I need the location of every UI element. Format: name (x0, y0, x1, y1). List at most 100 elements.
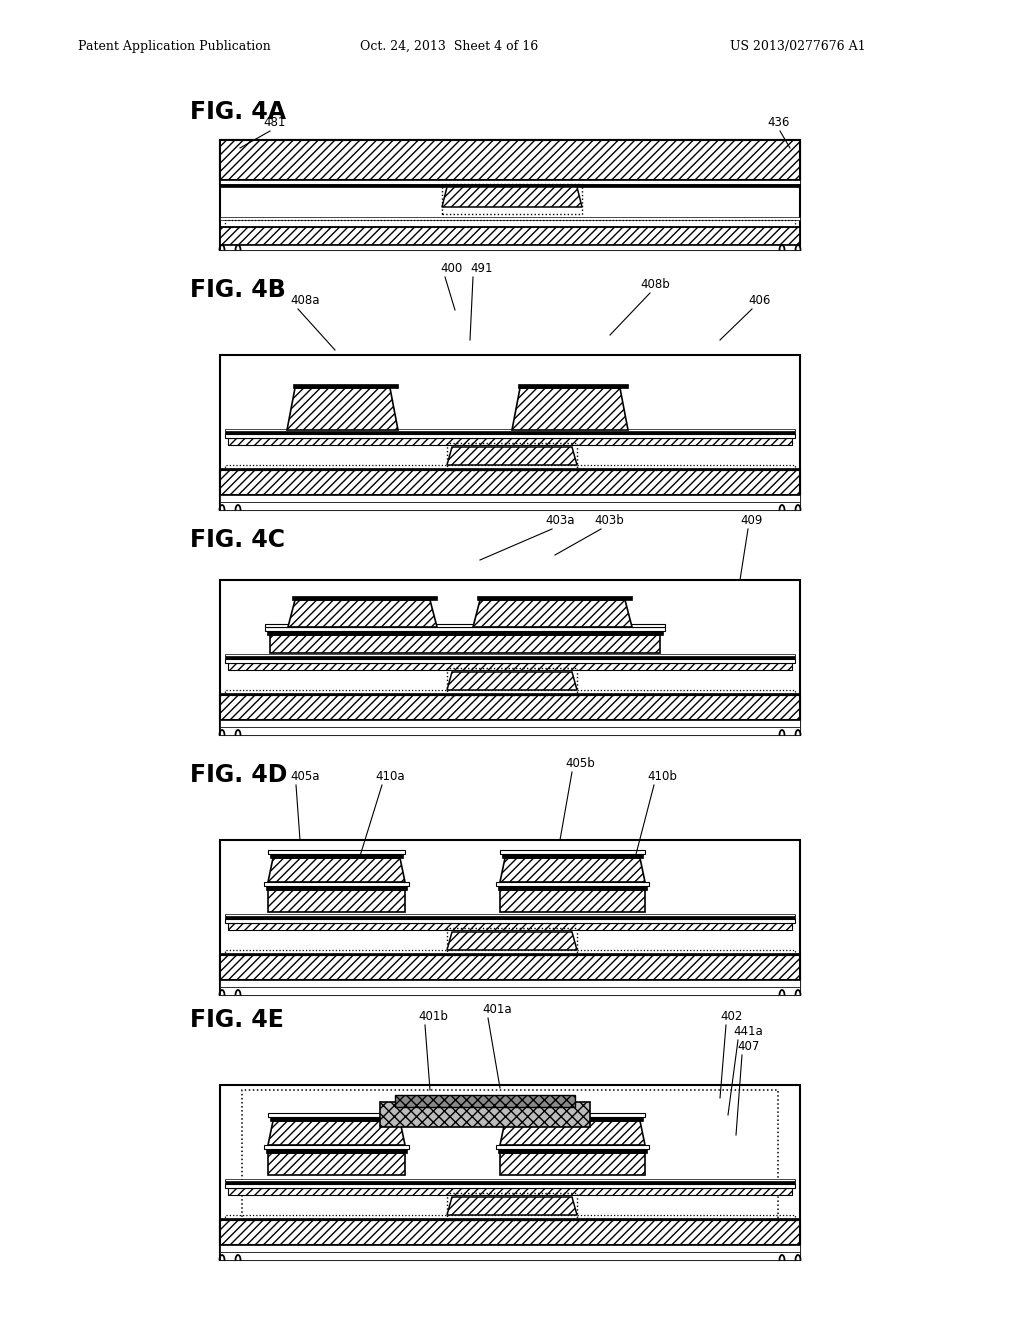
Bar (220, 840, 800, 995)
Bar (264, 882, 409, 886)
Text: 401a: 401a (482, 1003, 512, 1016)
Text: 408a: 408a (290, 294, 319, 308)
Bar (225, 950, 795, 954)
Text: 405a: 405a (290, 770, 319, 783)
Bar (220, 1220, 800, 1245)
Bar (220, 1218, 800, 1220)
Text: 402: 402 (720, 1010, 742, 1023)
Bar (225, 655, 795, 659)
Polygon shape (442, 187, 582, 207)
Bar (502, 854, 643, 858)
Polygon shape (288, 601, 437, 627)
Bar (264, 1144, 409, 1148)
Bar (225, 434, 795, 438)
Bar (270, 635, 660, 653)
Bar (225, 1214, 795, 1220)
Bar (447, 928, 577, 954)
Bar (442, 183, 582, 214)
Bar (447, 1193, 577, 1220)
Bar (225, 913, 795, 916)
Bar (242, 1090, 778, 1253)
Polygon shape (500, 858, 645, 882)
Bar (265, 624, 665, 627)
Bar (447, 668, 577, 696)
Bar (228, 1188, 792, 1195)
Bar (220, 727, 800, 735)
Polygon shape (287, 388, 398, 430)
Polygon shape (268, 858, 406, 882)
Text: 405b: 405b (565, 756, 595, 770)
Text: FIG. 4B: FIG. 4B (190, 279, 286, 302)
Bar (220, 469, 800, 470)
Bar (225, 220, 795, 227)
Bar (228, 438, 792, 445)
Bar (293, 384, 398, 388)
Bar (395, 1096, 575, 1107)
Polygon shape (447, 1197, 577, 1214)
Bar (220, 953, 800, 954)
Text: 408b: 408b (640, 279, 670, 290)
Text: 481: 481 (263, 116, 286, 129)
Bar (225, 915, 795, 919)
Polygon shape (447, 447, 577, 465)
Bar (266, 886, 407, 890)
Bar (225, 429, 795, 432)
Text: 491: 491 (470, 261, 493, 275)
Bar (220, 696, 800, 719)
Bar (225, 1179, 795, 1181)
Text: US 2013/0277676 A1: US 2013/0277676 A1 (730, 40, 865, 53)
Bar (225, 919, 795, 923)
Bar (220, 246, 800, 249)
Bar (496, 1144, 649, 1148)
Bar (270, 854, 403, 858)
Text: 410a: 410a (375, 770, 404, 783)
Bar (220, 180, 800, 183)
Bar (498, 1148, 647, 1152)
Bar (228, 663, 792, 671)
Bar (225, 430, 795, 434)
Bar (502, 1117, 643, 1121)
Text: FIG. 4C: FIG. 4C (190, 528, 285, 552)
Bar (220, 216, 800, 220)
Bar (220, 495, 800, 502)
Bar (220, 470, 800, 495)
Bar (267, 631, 663, 635)
Bar (220, 579, 800, 735)
Bar (220, 227, 800, 246)
Bar (225, 1180, 795, 1184)
Text: FIG. 4A: FIG. 4A (190, 100, 286, 124)
Polygon shape (447, 932, 577, 950)
Bar (292, 597, 437, 601)
Bar (220, 1251, 800, 1261)
Bar (220, 954, 800, 979)
Polygon shape (473, 601, 632, 627)
Text: FIG. 4E: FIG. 4E (190, 1008, 284, 1032)
Text: 441a: 441a (733, 1026, 763, 1038)
Polygon shape (512, 388, 628, 430)
Polygon shape (268, 1121, 406, 1144)
Bar (500, 850, 645, 854)
Text: 403a: 403a (545, 513, 574, 527)
Bar (266, 1148, 407, 1152)
Bar (498, 886, 647, 890)
Bar (220, 693, 800, 696)
Bar (220, 140, 800, 180)
Text: Patent Application Publication: Patent Application Publication (78, 40, 270, 53)
Bar (220, 140, 800, 249)
Bar (220, 502, 800, 510)
Bar (225, 465, 795, 470)
Text: 409: 409 (740, 513, 763, 527)
Text: 410b: 410b (647, 770, 677, 783)
Bar (220, 183, 800, 187)
Bar (220, 1085, 800, 1261)
Bar (265, 627, 665, 631)
Bar (518, 384, 628, 388)
Bar (225, 1184, 795, 1188)
Bar (220, 719, 800, 727)
Text: 407: 407 (737, 1040, 760, 1053)
Text: 401b: 401b (418, 1010, 447, 1023)
Bar (268, 1113, 406, 1117)
Bar (228, 923, 792, 931)
Bar (477, 597, 632, 601)
Bar (380, 1102, 590, 1127)
